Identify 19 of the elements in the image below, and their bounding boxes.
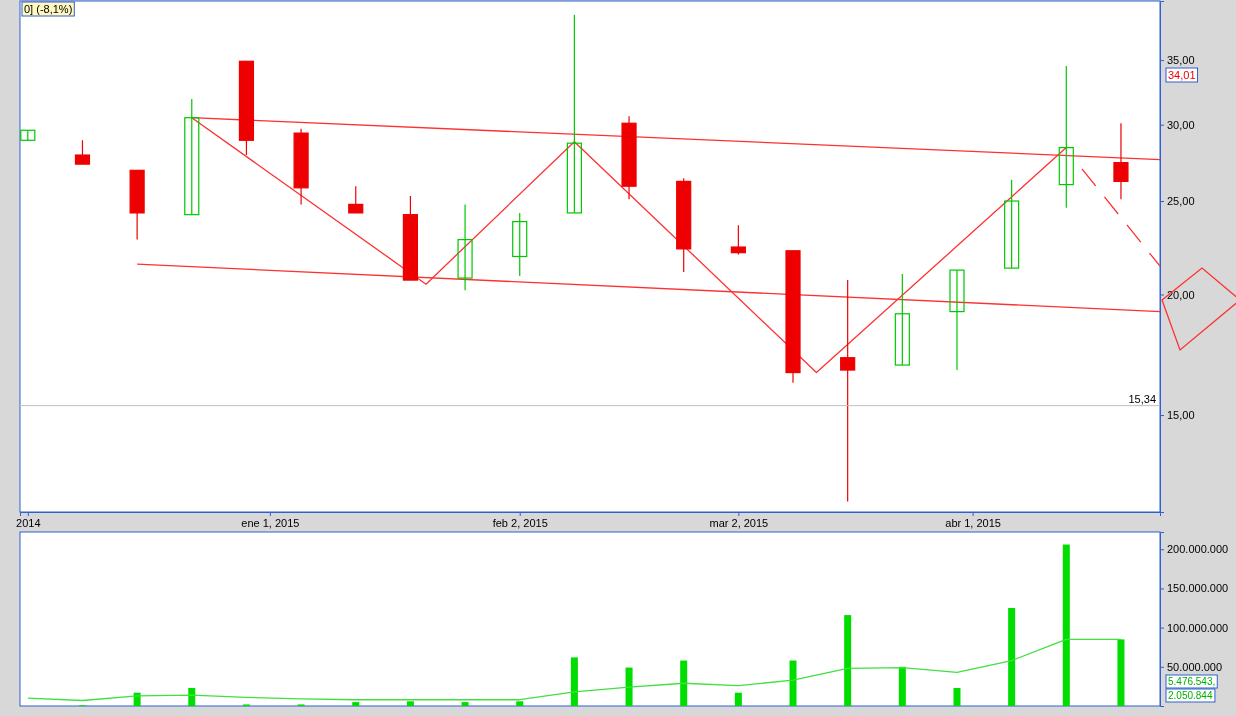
- text: 2.050.844: [1168, 690, 1213, 701]
- y-tick-label: 25,00: [1167, 195, 1195, 208]
- y-tick-label: 35,00: [1167, 54, 1195, 67]
- x-tick-label: ene 1, 2015: [241, 516, 300, 529]
- text: 34,01: [1168, 69, 1196, 81]
- y-tick-label: 20,00: [1167, 288, 1195, 301]
- y-tick-label: 100.000.000: [1167, 621, 1229, 634]
- x-tick-label: mar 2, 2015: [709, 516, 769, 529]
- x-tick-label: abr 1, 2015: [945, 516, 1001, 529]
- ref-line-label: 15,34: [1128, 392, 1156, 405]
- x-tick-label: feb 2, 2015: [492, 516, 548, 529]
- text: 5.476.543,: [1168, 676, 1216, 687]
- y-tick-label: 15,00: [1167, 409, 1195, 422]
- y-tick-label: 200.000.000: [1167, 543, 1229, 556]
- x-tick-label: 2014: [16, 516, 41, 529]
- y-tick-label: 150.000.000: [1167, 582, 1229, 595]
- y-tick-label: 50.000.000: [1167, 660, 1223, 673]
- annotation: 0] (-8,1%): [24, 3, 73, 15]
- y-tick-label: 30,00: [1167, 118, 1195, 131]
